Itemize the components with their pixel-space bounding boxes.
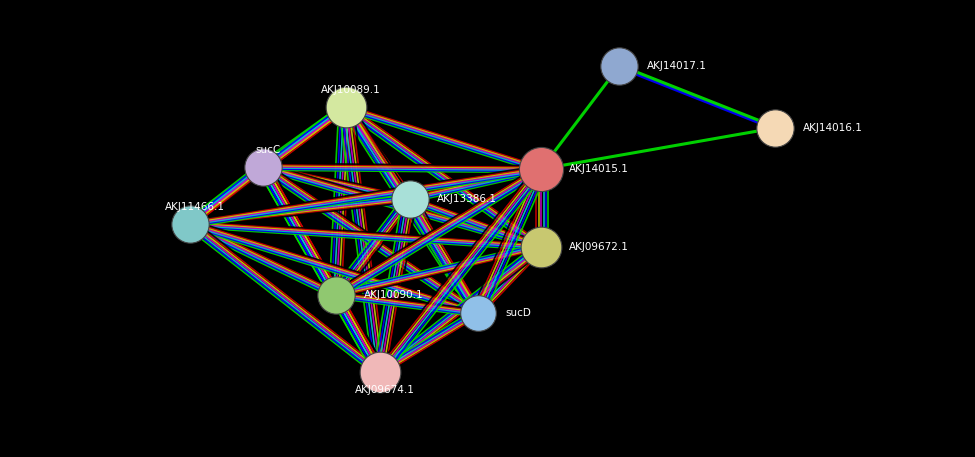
Point	[329, 291, 344, 298]
Text: AKJ11466.1: AKJ11466.1	[165, 202, 225, 213]
Text: AKJ10090.1: AKJ10090.1	[364, 290, 423, 300]
Text: AKJ14017.1: AKJ14017.1	[646, 61, 706, 71]
Text: AKJ10089.1: AKJ10089.1	[321, 85, 381, 95]
Point	[611, 63, 627, 70]
Text: AKJ13386.1: AKJ13386.1	[437, 194, 497, 204]
Point	[533, 165, 549, 173]
Point	[402, 195, 417, 202]
Point	[255, 163, 271, 170]
Text: sucD: sucD	[505, 308, 531, 318]
Text: AKJ09674.1: AKJ09674.1	[355, 385, 415, 395]
Point	[470, 309, 486, 317]
Text: AKJ09672.1: AKJ09672.1	[568, 242, 628, 252]
Point	[338, 104, 354, 111]
Point	[372, 369, 388, 376]
Text: AKJ14015.1: AKJ14015.1	[568, 164, 628, 174]
Point	[767, 124, 783, 132]
Text: sucC: sucC	[255, 145, 281, 155]
Point	[533, 243, 549, 250]
Text: AKJ14016.1: AKJ14016.1	[802, 123, 862, 133]
Point	[182, 220, 198, 228]
